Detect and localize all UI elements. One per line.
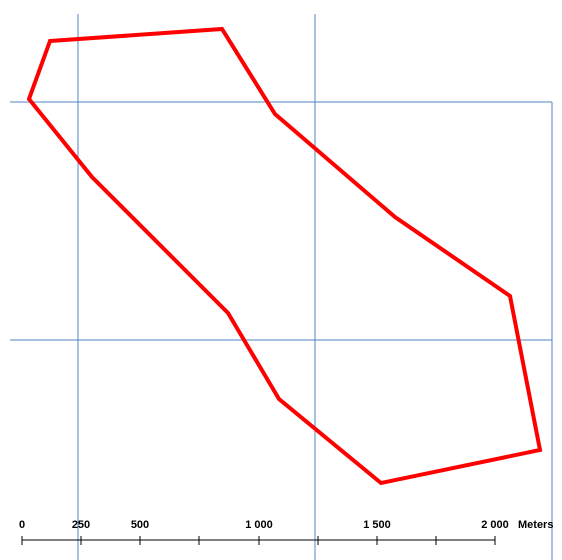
scale-label-250: 250 [72,519,90,531]
scale-label-0: 0 [19,519,25,531]
scale-label-1500: 1 500 [363,519,391,531]
scale-label-1000: 1 000 [245,519,273,531]
boundary-polygon [26,26,543,486]
scale-label-500: 500 [131,519,149,531]
scale-unit-label: Meters [518,519,553,531]
scale-label-2000: 2 000 [481,519,509,531]
scale-bar: 0 250 500 1 000 1 500 2 000 Meters [19,519,553,545]
grid-lines [10,14,553,560]
